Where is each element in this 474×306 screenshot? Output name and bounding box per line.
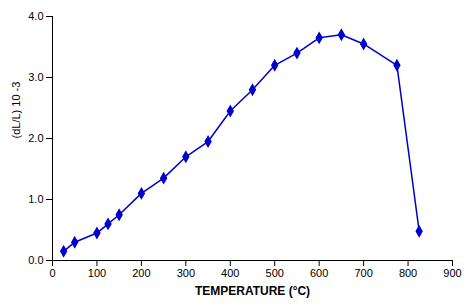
svg-text:(dL/L) 10 -3: (dL/L) 10 -3 (10, 82, 22, 139)
svg-text:300: 300 (177, 267, 195, 279)
svg-text:900: 900 (443, 267, 461, 279)
svg-text:0: 0 (49, 267, 55, 279)
svg-text:400: 400 (221, 267, 239, 279)
svg-text:100: 100 (88, 267, 106, 279)
svg-text:200: 200 (132, 267, 150, 279)
svg-text:3.0: 3.0 (28, 71, 43, 83)
svg-text:2.0: 2.0 (28, 132, 43, 144)
svg-text:700: 700 (354, 267, 372, 279)
svg-text:0.0: 0.0 (28, 254, 43, 266)
svg-text:4.0: 4.0 (28, 10, 43, 22)
svg-text:TEMPERATURE (°C): TEMPERATURE (°C) (195, 284, 310, 298)
svg-text:800: 800 (399, 267, 417, 279)
svg-text:1.0: 1.0 (28, 193, 43, 205)
svg-text:600: 600 (310, 267, 328, 279)
svg-text:500: 500 (266, 267, 284, 279)
